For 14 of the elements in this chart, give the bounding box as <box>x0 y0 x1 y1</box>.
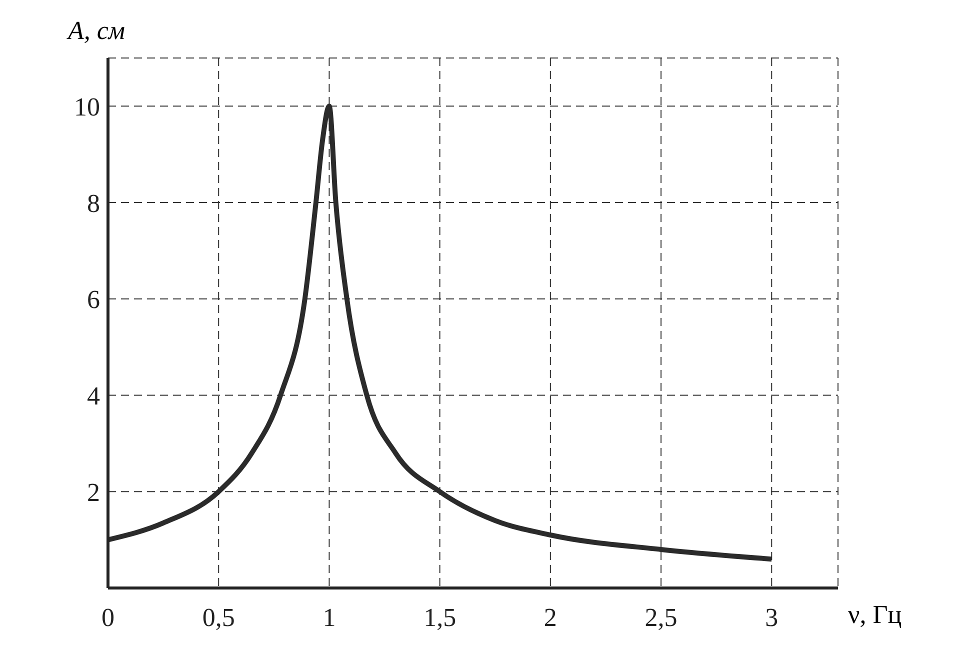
x-tick-label: 1 <box>322 603 336 632</box>
y-tick-label: 4 <box>87 382 100 411</box>
x-tick-label: 2 <box>544 603 557 632</box>
y-tick-label: 6 <box>87 285 100 314</box>
x-tick-label: 3 <box>765 603 778 632</box>
x-tick-label: 2,5 <box>644 603 678 632</box>
x-tick-label: 1,5 <box>424 603 456 632</box>
x-axis-title: ν, Гц <box>848 600 902 630</box>
y-tick-label: 2 <box>87 478 100 507</box>
y-tick-label: 10 <box>74 92 100 122</box>
x-tick-label: 0 <box>102 603 114 632</box>
x-tick-label: 0,5 <box>202 603 235 632</box>
y-tick-label: 8 <box>87 188 100 218</box>
y-axis-title: A, см <box>68 16 126 46</box>
